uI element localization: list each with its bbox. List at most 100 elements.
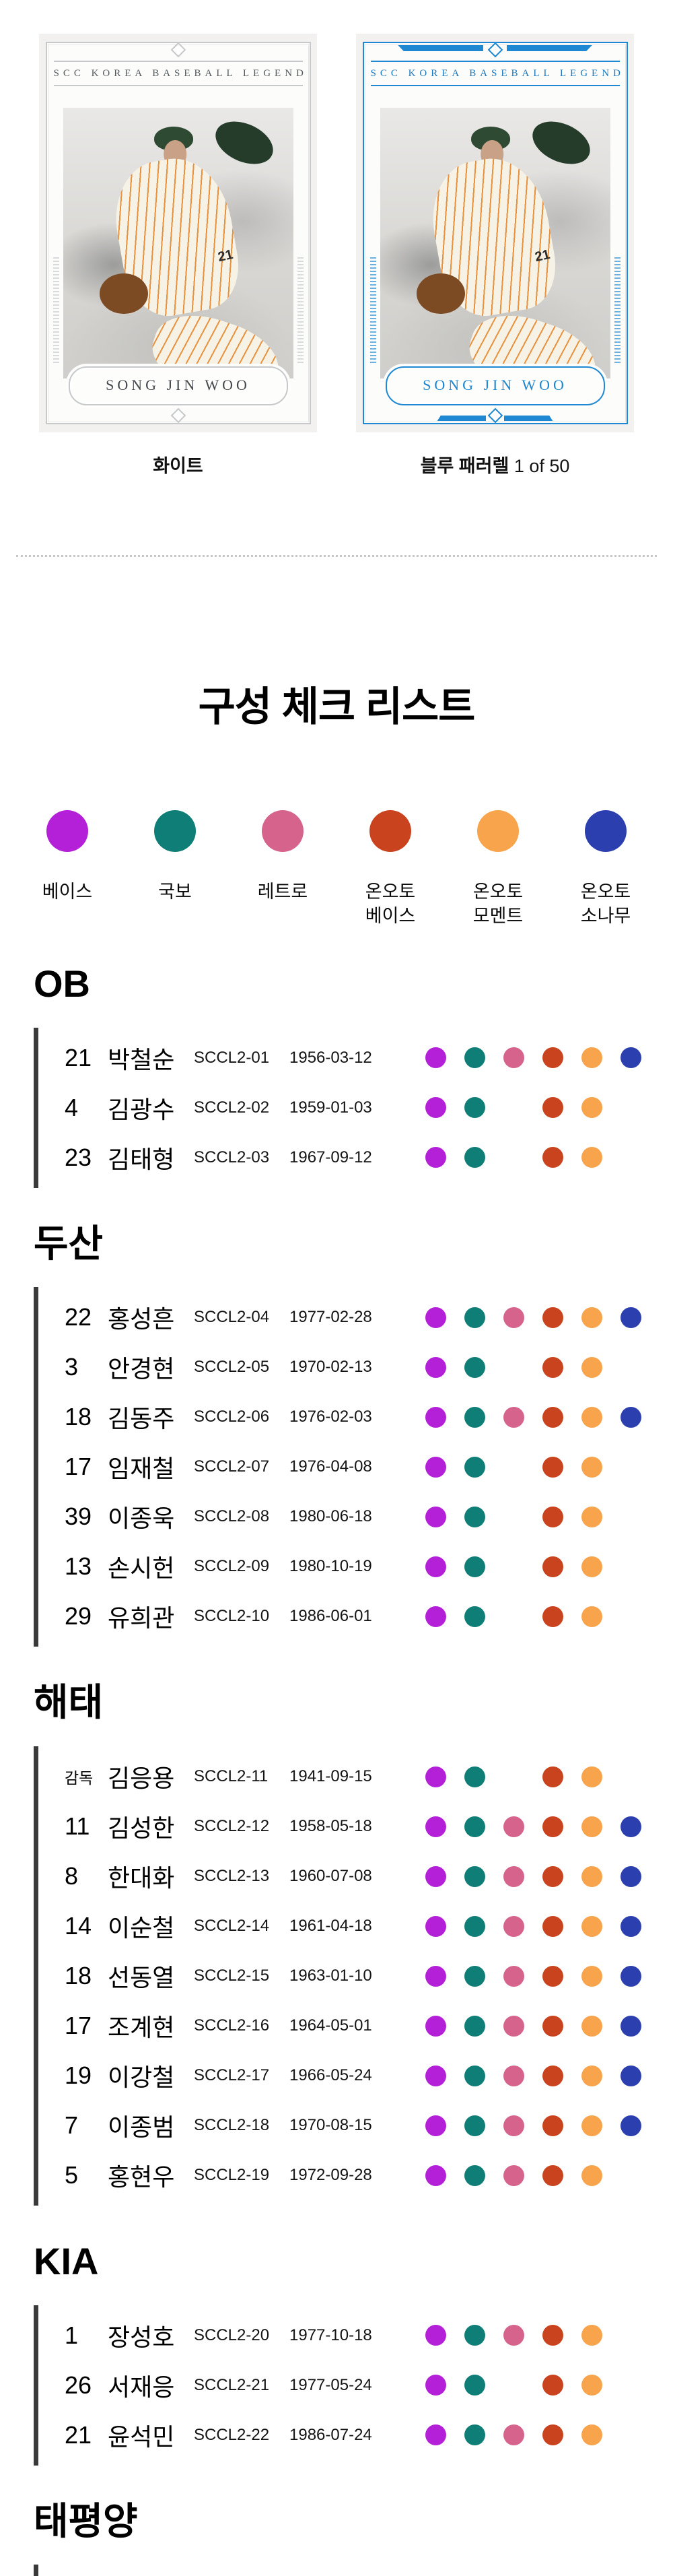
slot-onauto-base: [533, 1147, 572, 1168]
onauto-moment-dot: [581, 1356, 602, 1378]
retro-dot: [503, 1865, 524, 1887]
onauto-moment-dot: [477, 810, 519, 852]
player-number: 21: [65, 2420, 92, 2449]
slot-national-treasure: [455, 1147, 494, 1168]
player-number: 26: [65, 2371, 92, 2399]
slot-base: [416, 2165, 455, 2186]
retro-dot: [262, 810, 304, 852]
onauto-base-dot: [542, 1047, 563, 1069]
onauto-moment-dot: [581, 2165, 602, 2186]
card-id: SCCL2-13: [194, 1867, 270, 1886]
player-number: 17: [65, 2012, 92, 2040]
card-id: SCCL2-03: [194, 1148, 270, 1166]
legend-label: 온오토 소나무: [580, 882, 631, 926]
player-number: 22: [65, 1303, 92, 1331]
legend-label: 레트로: [257, 882, 308, 902]
onauto-moment-dot: [581, 2375, 602, 2396]
card-id: SCCL2-05: [194, 1358, 270, 1377]
team-heading: 두산: [34, 1222, 104, 1265]
card-id: SCCL2-12: [194, 1817, 270, 1836]
slot-base: [416, 1915, 455, 1937]
player-name: 안경현: [108, 1355, 175, 1383]
onauto-moment-dot: [581, 1816, 602, 1837]
dotted-divider: [16, 555, 657, 557]
base-dot: [425, 2325, 446, 2346]
player-name: 김동주: [108, 1405, 175, 1433]
checklist-row: 14 이순철 SCCL2-14 1961-04-18: [65, 1901, 673, 1951]
slot-onauto-moment: [572, 1766, 611, 1787]
onauto-moment-dot: [581, 1456, 602, 1478]
slot-base: [416, 1766, 455, 1787]
card-id: SCCL2-06: [194, 1408, 270, 1426]
slot-onauto-base: [533, 1865, 572, 1887]
slot-empty: [611, 1507, 650, 1527]
card-id: SCCL2-16: [194, 2016, 270, 2035]
slot-onauto-base: [533, 1915, 572, 1937]
slot-empty: [611, 2165, 650, 2186]
slot-onauto-moment: [572, 1556, 611, 1577]
slot-onauto-base: [533, 1556, 572, 1577]
slot-empty: [494, 1147, 533, 1168]
slot-onauto-base: [533, 2325, 572, 2346]
slot-base: [416, 1356, 455, 1378]
rarity-dots: [416, 2115, 650, 2136]
onauto-pine-dot: [620, 2065, 641, 2086]
slot-national-treasure: [455, 2115, 494, 2136]
card-id: SCCL2-07: [194, 1457, 270, 1476]
retro-dot: [503, 2424, 524, 2446]
player-name: 윤석민: [108, 2422, 175, 2451]
base-dot: [425, 2115, 446, 2136]
slot-national-treasure: [455, 1965, 494, 1987]
base-dot: [425, 2015, 446, 2037]
slot-empty: [494, 1507, 533, 1527]
player-name: 홍성흔: [108, 1305, 175, 1333]
slot-empty: [611, 2424, 650, 2445]
checklist-row: 19 이강철 SCCL2-17 1966-05-24: [65, 2051, 673, 2101]
base-dot: [425, 2375, 446, 2396]
slot-onauto-base: [533, 2015, 572, 2037]
onauto-base-dot: [369, 810, 411, 852]
team-heading: OB: [34, 962, 90, 1005]
slot-retro: [494, 2325, 533, 2346]
slot-base: [416, 1506, 455, 1527]
player-number: 3: [65, 1353, 79, 1381]
legend-label: 베이스: [42, 882, 93, 902]
card-id: SCCL2-11: [194, 1767, 269, 1786]
onauto-base-dot: [542, 1307, 563, 1328]
slot-onauto-moment: [572, 2424, 611, 2446]
national-treasure-dot: [464, 2065, 485, 2086]
card-id: SCCL2-10: [194, 1607, 270, 1626]
player-number: 21: [65, 1043, 92, 1071]
rarity-dots: [416, 1606, 650, 1627]
rarity-dots: [416, 1047, 650, 1069]
slot-onauto-moment: [572, 2015, 611, 2037]
onauto-base-dot: [542, 1147, 563, 1168]
slot-empty: [494, 1556, 533, 1577]
onauto-base-dot: [542, 2424, 563, 2446]
onauto-base-dot: [542, 2015, 563, 2037]
birth-date: 1986-07-24: [289, 2425, 372, 2444]
onauto-base-dot: [542, 1456, 563, 1478]
onauto-moment-dot: [581, 1915, 602, 1937]
national-treasure-dot: [464, 1097, 485, 1119]
checklist-row: 18 선동열 SCCL2-15 1963-01-10: [65, 1951, 673, 2001]
slot-base: [416, 1406, 455, 1428]
onauto-moment-dot: [581, 1147, 602, 1168]
variant-caption-white: 화이트: [39, 451, 317, 477]
checklist-row: 18 김동주 SCCL2-06 1976-02-03: [65, 1392, 673, 1442]
team-rows: 1 장성호 SCCL2-20 1977-10-18 26 서재응 SCCL2-2…: [34, 2305, 673, 2466]
rarity-dots: [416, 1356, 650, 1378]
slot-retro: [494, 1915, 533, 1937]
card-top-ornament: [47, 42, 310, 61]
national-treasure-dot: [464, 1556, 485, 1577]
legend-item: 베이스: [13, 810, 121, 928]
birth-date: 1977-02-28: [289, 1308, 372, 1327]
player-nameplate: SONG JIN WOO: [385, 366, 605, 405]
onauto-base-dot: [542, 1606, 563, 1627]
card-id: SCCL2-22: [194, 2425, 270, 2444]
national-treasure-dot: [464, 1915, 485, 1937]
baseball-card: SCC KOREA BASEBALL LEGEND 21 SONG JIN WO…: [362, 42, 628, 424]
card-id: SCCL2-18: [194, 2116, 270, 2135]
slot-onauto-base: [533, 2424, 572, 2446]
slot-onauto-moment: [572, 2325, 611, 2346]
